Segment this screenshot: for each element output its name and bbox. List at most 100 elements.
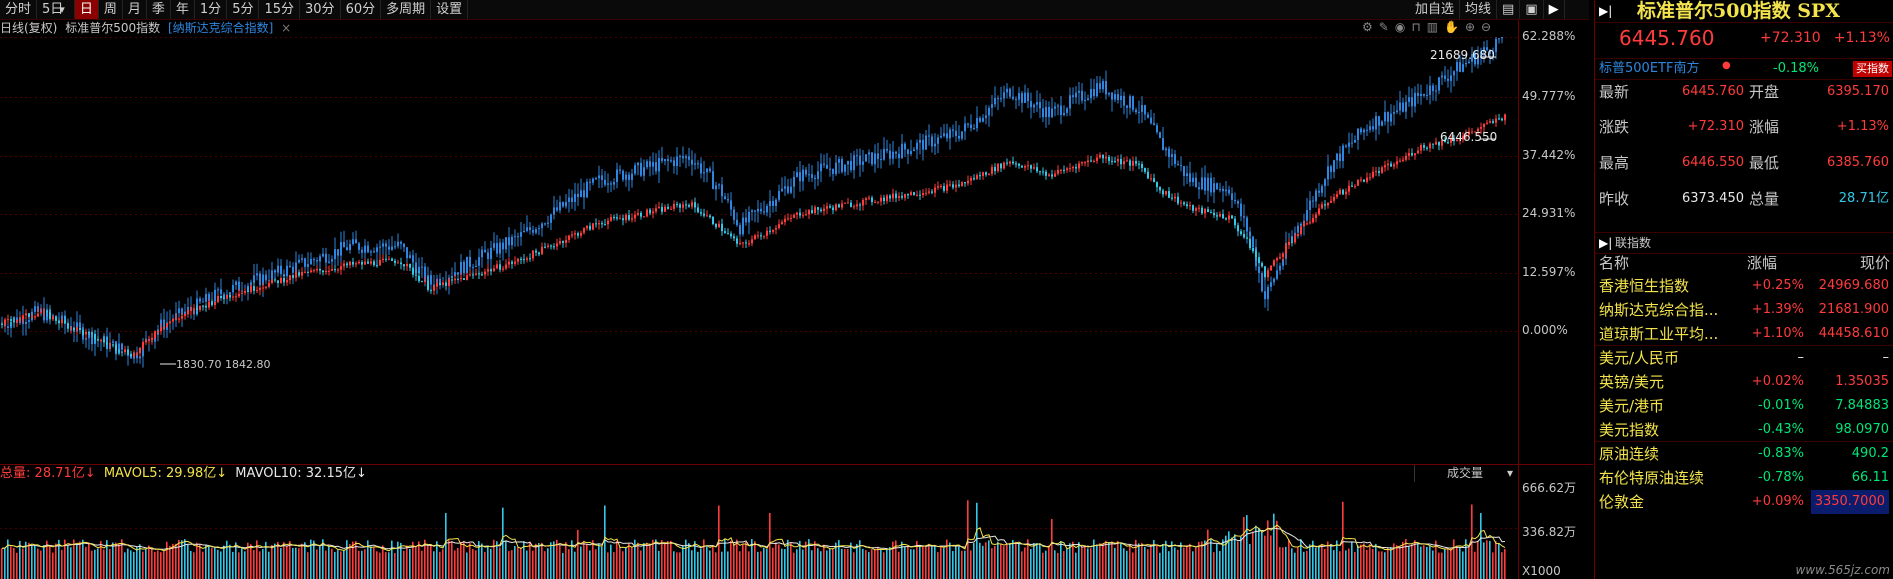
related-index-row[interactable]: 伦敦金 +0.09% 3350.7000 <box>1599 490 1889 514</box>
candle-body <box>1045 106 1047 118</box>
candle-body <box>1414 92 1416 107</box>
volume-bar <box>1117 540 1119 579</box>
volume-bar <box>1285 546 1287 579</box>
candle-body <box>472 274 474 276</box>
period-tab-7[interactable]: 1分 <box>195 0 228 19</box>
candle-body <box>91 331 93 345</box>
candle-body <box>316 260 318 262</box>
volume-bar <box>385 552 387 579</box>
candle-body <box>1453 71 1455 76</box>
pencil-icon[interactable]: ✎ <box>1378 20 1389 34</box>
period-tab-8[interactable]: 5分 <box>227 0 260 19</box>
candle-body <box>193 308 195 310</box>
gear-icon[interactable]: ⚙ <box>1362 20 1373 34</box>
etf-line[interactable]: 标普500ETF南方 ● -0.18% 买指数 <box>1595 58 1893 80</box>
candle-body <box>19 318 21 321</box>
hand-icon[interactable]: ✋ <box>1444 20 1459 34</box>
volume-chart[interactable] <box>0 484 1520 579</box>
candle-body <box>1180 165 1182 167</box>
window-icon[interactable]: ▣ <box>1520 0 1544 19</box>
period-tab-4[interactable]: 月 <box>123 0 147 19</box>
candle-body <box>1267 270 1269 278</box>
volume-bar <box>1147 549 1149 579</box>
volume-bar <box>1504 549 1506 579</box>
candle-body <box>340 241 342 256</box>
ma-button[interactable]: 均线 <box>1460 0 1498 19</box>
period-tab-10[interactable]: 30分 <box>300 0 341 19</box>
candle-body <box>982 117 984 122</box>
candle-body <box>892 151 894 159</box>
volume-bars <box>1 500 1506 579</box>
candle-body <box>586 225 588 229</box>
volume-bar <box>826 550 828 579</box>
zoom-in-icon[interactable]: ⊕ <box>1464 20 1476 34</box>
candle-body <box>139 347 141 354</box>
add-watchlist-button[interactable]: 加自选 <box>1410 0 1461 19</box>
candle-body <box>988 173 990 175</box>
volume-bar <box>1252 531 1254 579</box>
period-tab-11[interactable]: 60分 <box>341 0 382 19</box>
candle-body <box>838 204 840 208</box>
zoom-out-icon[interactable]: ⊖ <box>1481 20 1492 34</box>
period-tab-2[interactable]: 日 <box>74 0 99 19</box>
related-index-row[interactable]: 原油连续 -0.83% 490.2 <box>1599 442 1889 466</box>
period-tab-13[interactable]: 设置 <box>431 0 469 19</box>
period-tab-12[interactable]: 多周期 <box>381 0 432 19</box>
candle-body <box>646 209 648 217</box>
related-index-row[interactable]: 香港恒生指数 +0.25% 24969.680 <box>1599 274 1889 298</box>
volume-bar <box>1297 546 1299 579</box>
volume-bar <box>193 552 195 579</box>
lock-icon[interactable]: ⊓ <box>1411 20 1421 34</box>
related-index-row[interactable]: 布伦特原油连续 -0.78% 66.11 <box>1599 466 1889 490</box>
trash-icon[interactable]: ▥ <box>1426 20 1439 34</box>
volume-bar <box>1489 540 1491 579</box>
candle-body <box>1198 187 1200 190</box>
candle-body <box>61 320 63 324</box>
volume-bar <box>433 551 435 579</box>
etf-name[interactable]: 标普500ETF南方 <box>1599 61 1700 76</box>
candle-body <box>670 160 672 162</box>
candle-body <box>1270 265 1272 271</box>
related-index-row[interactable]: 美元/港币 -0.01% 7.84883 <box>1599 394 1889 418</box>
candle-body <box>490 269 492 272</box>
close-compare-icon[interactable]: × <box>281 21 292 35</box>
related-index-row[interactable]: 道琼斯工业平均... +1.10% 44458.610 <box>1599 322 1889 346</box>
candle-body <box>883 197 885 202</box>
related-index-row[interactable]: 纳斯达克综合指... +1.39% 21681.900 <box>1599 298 1889 322</box>
related-index-price: 490.2 <box>1851 446 1889 461</box>
period-tab-3[interactable]: 周 <box>99 0 123 19</box>
candle-body <box>688 205 690 207</box>
play-icon[interactable]: ▶ <box>1544 0 1565 19</box>
candle-body <box>745 217 747 223</box>
candle-body <box>973 128 975 130</box>
collapse-related-icon[interactable]: ▶| <box>1599 236 1613 250</box>
related-index-row[interactable]: 英镑/美元 +0.02% 1.35035 <box>1599 370 1889 394</box>
period-tab-9[interactable]: 15分 <box>259 0 301 19</box>
volume-bar <box>271 544 273 579</box>
volume-bar <box>1021 551 1023 579</box>
volume-bar <box>1399 546 1401 579</box>
buy-index-button[interactable]: 买指数 <box>1853 61 1892 77</box>
period-tab-0[interactable]: 分时 <box>0 0 38 19</box>
related-index-row[interactable]: 美元指数 -0.43% 98.0970 <box>1599 418 1889 442</box>
period-tab-1[interactable]: 5日▾ <box>37 0 75 19</box>
list-icon[interactable]: ▤ <box>1497 0 1521 19</box>
volume-bar <box>28 542 30 579</box>
candle-body <box>1429 85 1431 95</box>
candle-body <box>1096 83 1098 97</box>
period-tab-5[interactable]: 季 <box>147 0 171 19</box>
eye-icon[interactable]: ◉ <box>1394 20 1406 34</box>
volume-bar <box>964 550 966 579</box>
candle-body <box>739 225 741 235</box>
candle-body <box>997 163 999 172</box>
candle-body <box>388 258 390 260</box>
candle-body <box>607 220 609 225</box>
related-index-row[interactable]: 美元/人民币 – – <box>1599 346 1889 370</box>
chevron-down-icon[interactable]: ▾ <box>59 3 65 16</box>
compare-index-name[interactable]: [纳斯达克综合指数] <box>167 21 274 35</box>
volume-indicator-select[interactable]: 成交量 ▾ <box>1414 465 1519 482</box>
candle-body <box>673 160 675 166</box>
collapse-panel-icon[interactable]: ▶| <box>1599 4 1613 18</box>
period-tab-6[interactable]: 年 <box>171 0 195 19</box>
